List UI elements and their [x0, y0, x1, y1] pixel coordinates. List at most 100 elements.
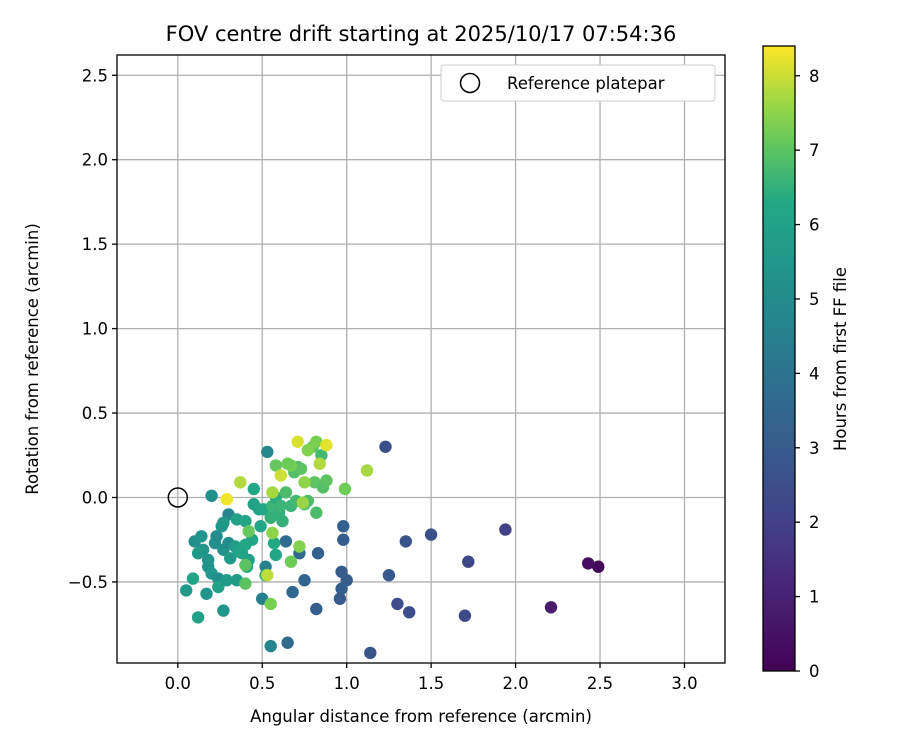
scatter-point: [582, 557, 595, 570]
scatter-point: [592, 560, 605, 573]
scatter-point: [544, 601, 558, 614]
scatter-point: [279, 535, 293, 548]
scatter-point: [403, 606, 416, 619]
scatter-point: [298, 574, 311, 587]
scatter-point: [310, 506, 323, 519]
scatter-point: [191, 547, 205, 560]
colorbar-tick-label: 0: [809, 662, 820, 681]
scatter-point: [391, 597, 404, 611]
scatter-point: [360, 464, 374, 477]
scatter-point: [239, 514, 252, 528]
colorbar: 0 1 2 3 4 5 6 7 8 Hours from first FF file: [762, 45, 850, 681]
scatter-point: [254, 520, 267, 533]
y-tick-label: −0.5: [68, 573, 108, 592]
scatter-point: [267, 536, 281, 550]
scatter-point: [274, 469, 287, 482]
scatter-point: [217, 604, 230, 617]
x-tick-label: 0.5: [249, 674, 275, 693]
scatter-point: [261, 445, 274, 459]
scatter-point: [462, 555, 475, 568]
scatter-point: [191, 611, 205, 624]
legend: Reference platepar: [440, 64, 716, 102]
scatter-point: [310, 435, 323, 448]
y-tick-label: 2.0: [82, 151, 108, 170]
scatter-point: [239, 577, 252, 590]
x-tick-label: 3.0: [671, 674, 697, 693]
scatter-point: [205, 489, 218, 502]
scatter-point: [296, 496, 309, 509]
scatter-point: [220, 574, 233, 587]
scatter-point: [298, 476, 311, 489]
x-tick-label: 2.5: [587, 674, 613, 693]
scatter-point: [242, 525, 255, 538]
scatter-point: [284, 555, 298, 568]
legend-label: Reference platepar: [507, 74, 665, 93]
scatter-point: [281, 457, 294, 470]
chart-title: FOV centre drift starting at 2025/10/17 …: [166, 22, 677, 46]
scatter-point: [195, 530, 208, 543]
scatter-point: [335, 582, 348, 595]
scatter-point: [224, 552, 237, 565]
scatter-point: [266, 526, 279, 540]
legend-marker-icon: [459, 72, 481, 94]
reference-platepar-marker: [167, 487, 189, 508]
x-axis-label: Angular distance from reference (arcmin): [250, 707, 592, 726]
scatter-point: [364, 646, 377, 660]
scatter-point: [200, 587, 213, 600]
scatter-point: [337, 533, 350, 546]
colorbar-tick-label: 1: [809, 588, 820, 607]
scatter-point: [301, 444, 314, 457]
scatter-point: [311, 547, 325, 560]
scatter-point: [234, 476, 247, 489]
scatter-point: [220, 493, 233, 506]
scatter-point: [286, 585, 299, 599]
scatter-point: [266, 486, 279, 499]
colorbar-label: Hours from first FF file: [831, 267, 850, 451]
y-tick-label: 0.5: [82, 404, 108, 423]
scatter-point: [210, 530, 223, 543]
scatter-point: [499, 523, 512, 536]
scatter-point: [338, 482, 352, 496]
scatter-point: [279, 486, 293, 499]
scatter-point: [294, 462, 308, 475]
scatter-point: [399, 535, 412, 548]
colorbar-ticks: 0 1 2 3 4 5 6 7 8: [795, 67, 820, 681]
y-tick-label: 1.5: [82, 235, 108, 254]
scatter-point: [186, 572, 200, 585]
x-tick-label: 1.5: [418, 674, 444, 693]
scatter-point: [180, 584, 193, 597]
colorbar-tick-label: 3: [809, 439, 820, 458]
plot-frame: [116, 54, 726, 664]
x-tick-label: 2.0: [502, 674, 528, 693]
scatter-point: [379, 440, 392, 453]
axis-ticks: 0.0 0.5 1.0 1.5 2.0 2.5 3.0 −0.5 0.0 0.5 1.0 1.5 2.0…: [68, 66, 698, 693]
colorbar-tick-label: 5: [809, 290, 820, 309]
x-tick-label: 0.0: [165, 674, 191, 693]
scatter-point: [239, 558, 252, 572]
scatter-point: [269, 459, 282, 472]
scatter-point: [276, 514, 289, 528]
scatter-point: [320, 438, 333, 452]
scatter-point: [281, 636, 294, 649]
colorbar-tick-label: 4: [809, 364, 820, 383]
colorbar-tick-label: 7: [809, 141, 820, 160]
scatter-point: [310, 602, 323, 616]
scatter-point: [264, 597, 277, 611]
colorbar-tick-label: 6: [809, 216, 820, 235]
scatter-point: [458, 609, 472, 622]
scatter-points: [180, 435, 605, 660]
y-tick-label: 2.5: [82, 66, 108, 85]
scatter-point: [217, 516, 230, 529]
scatter-point: [247, 482, 260, 496]
scatter-point: [269, 548, 282, 562]
colorbar-gradient: [762, 45, 796, 672]
scatter-point: [424, 528, 438, 541]
scatter-point: [293, 540, 306, 553]
x-tick-label: 1.0: [334, 674, 360, 693]
scatter-point: [261, 569, 274, 582]
colorbar-tick-label: 8: [809, 67, 820, 86]
colorbar-tick-label: 2: [809, 513, 820, 532]
scatter-point: [320, 474, 333, 487]
scatter-point: [212, 580, 225, 594]
